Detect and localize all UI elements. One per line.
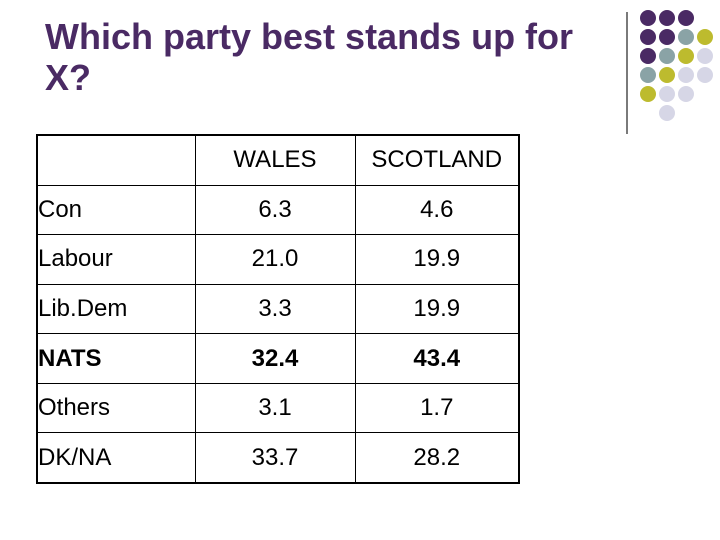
table-row-libdem: Lib.Dem 3.3 19.9 [36, 283, 520, 335]
wales-value: 3.3 [194, 283, 356, 335]
scotland-value: 19.9 [354, 234, 520, 285]
decorative-dot [678, 29, 694, 45]
wales-value: 6.3 [194, 184, 356, 236]
row-label: Others [36, 382, 196, 434]
scotland-value: 19.9 [354, 283, 520, 335]
decorative-dot [659, 86, 675, 102]
title-divider-line [626, 12, 628, 134]
decorative-dot [659, 67, 675, 83]
scotland-value: 28.2 [354, 432, 520, 484]
decorative-dot [697, 29, 713, 45]
decorative-dot [640, 10, 656, 26]
header-cell-scotland: SCOTLAND [354, 134, 520, 186]
table-row-others: Others 3.1 1.7 [36, 382, 520, 434]
scotland-value: 43.4 [354, 333, 520, 384]
row-label: NATS [36, 333, 196, 384]
slide-title: Which party best stands up for X? [45, 16, 625, 98]
decorative-dot [697, 67, 713, 83]
wales-value: 3.1 [194, 382, 356, 434]
decorative-dot [640, 29, 656, 45]
decorative-dot [697, 48, 713, 64]
decorative-dot [640, 67, 656, 83]
title-line-2: X? [45, 57, 92, 98]
header-cell-corner [36, 134, 196, 186]
decorative-dot [640, 86, 656, 102]
table-header-row: WALES SCOTLAND [36, 134, 520, 186]
decorative-dot [678, 86, 694, 102]
wales-value: 21.0 [194, 234, 356, 285]
row-label: Con [36, 184, 196, 236]
decorative-dot [659, 29, 675, 45]
row-label: Lib.Dem [36, 283, 196, 335]
wales-value: 33.7 [194, 432, 356, 484]
decorative-dot [678, 48, 694, 64]
header-cell-wales: WALES [194, 134, 356, 186]
row-label: DK/NA [36, 432, 196, 484]
table-row-con: Con 6.3 4.6 [36, 184, 520, 236]
results-table: WALES SCOTLAND Con 6.3 4.6 Labour 21.0 1… [36, 134, 520, 484]
table-row-nats: NATS 32.4 43.4 [36, 333, 520, 384]
table-row-dkna: DK/NA 33.7 28.2 [36, 432, 520, 484]
decorative-dot [678, 67, 694, 83]
decorative-dot [678, 10, 694, 26]
decorative-dot [640, 48, 656, 64]
decorative-dot [659, 10, 675, 26]
scotland-value: 1.7 [354, 382, 520, 434]
title-line-1: Which party best stands up for [45, 16, 574, 57]
wales-value: 32.4 [194, 333, 356, 384]
table-row-labour: Labour 21.0 19.9 [36, 234, 520, 285]
scotland-value: 4.6 [354, 184, 520, 236]
decorative-dot [659, 48, 675, 64]
row-label: Labour [36, 234, 196, 285]
decorative-dot [659, 105, 675, 121]
